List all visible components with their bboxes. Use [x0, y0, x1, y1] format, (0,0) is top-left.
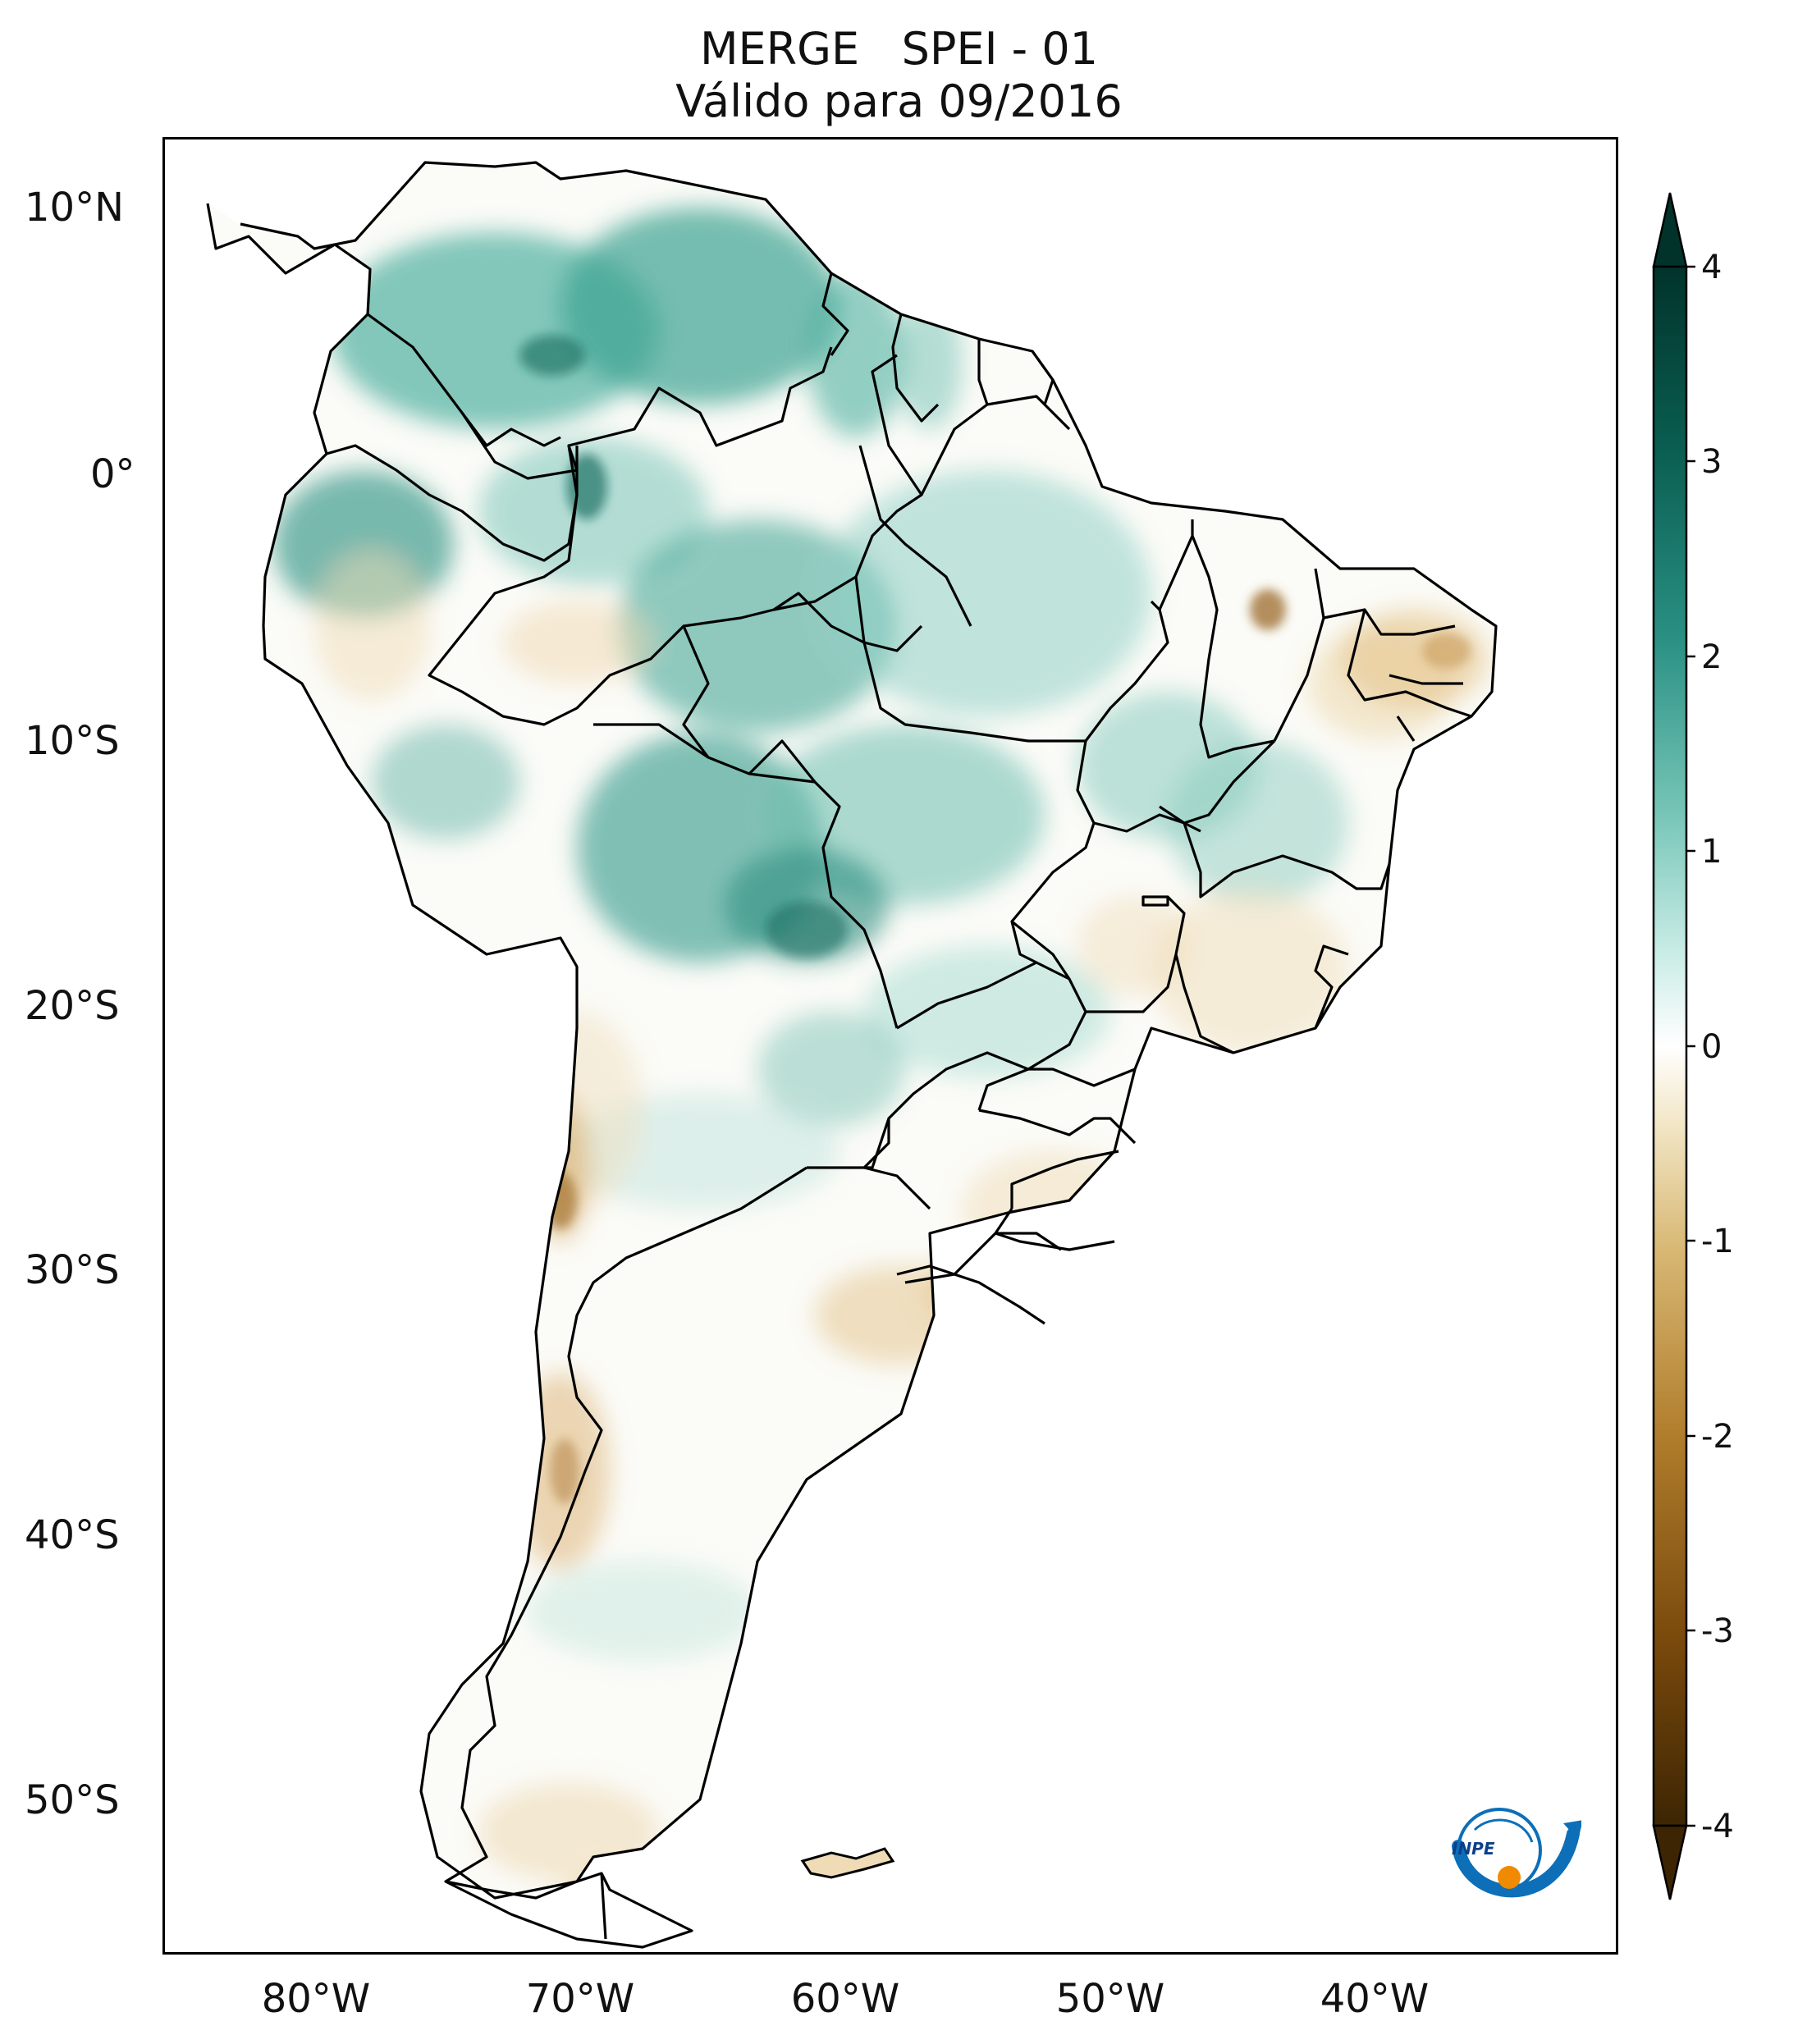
colorbar-gradient: [1652, 265, 1688, 1827]
lon-label-50w: 50°W: [1055, 1976, 1165, 2022]
lat-label-0: 0°: [90, 451, 135, 497]
inpe-logo-icon: INPE: [1452, 1808, 1581, 1898]
inpe-logo-text: INPE: [1452, 1839, 1495, 1859]
map-canvas: [206, 161, 1498, 1949]
colorbar-tick-neg2: -2: [1701, 1418, 1734, 1456]
map-title-line-2: Válido para 09/2016: [675, 75, 1123, 127]
colorbar-tick-neg3: -3: [1701, 1612, 1734, 1650]
colorbar-tick-1: 1: [1701, 833, 1723, 871]
lat-label-30s: 30°S: [25, 1247, 120, 1293]
colorbar-tick-0: 0: [1701, 1028, 1723, 1066]
country-borders: [206, 161, 1498, 1949]
lat-label-10n: 10°N: [25, 185, 124, 231]
lon-label-80w: 80°W: [261, 1976, 371, 2022]
colorbar-extend-min: [1652, 1824, 1688, 1900]
map-title-line-1: MERGE SPEI - 01: [699, 23, 1099, 75]
colorbar-ticks: [1686, 265, 1695, 1827]
lat-label-50s: 50°S: [25, 1777, 120, 1823]
colorbar: [1652, 192, 1695, 1900]
colorbar-extend-max: [1652, 192, 1688, 268]
lon-label-60w: 60°W: [790, 1976, 900, 2022]
spei-field: [208, 162, 1496, 1898]
colorbar-tick-neg4: -4: [1701, 1808, 1734, 1845]
colorbar-tick-3: 3: [1701, 443, 1723, 481]
map-panel: [162, 137, 1618, 1955]
lon-label-70w: 70°W: [525, 1976, 635, 2022]
lon-label-40w: 40°W: [1320, 1976, 1430, 2022]
lat-label-10s: 10°S: [25, 718, 120, 764]
lat-label-20s: 20°S: [25, 983, 120, 1029]
colorbar-tick-neg1: -1: [1701, 1223, 1734, 1260]
lat-label-40s: 40°S: [25, 1512, 120, 1558]
colorbar-tick-4: 4: [1701, 249, 1723, 286]
colorbar-tick-2: 2: [1701, 638, 1723, 676]
falkland-islands: [800, 1847, 895, 1879]
